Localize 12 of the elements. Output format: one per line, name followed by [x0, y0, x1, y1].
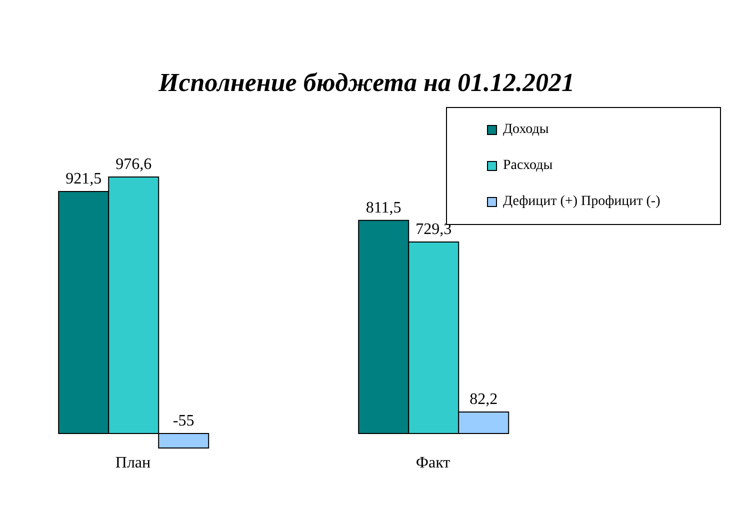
- chart-title: Исполнение бюджета на 01.12.2021: [157, 67, 576, 98]
- data-label: 976,6: [116, 156, 152, 173]
- x-tick-label: План: [115, 454, 152, 472]
- data-label: -55: [172, 412, 194, 430]
- data-label: 921,5: [66, 170, 102, 188]
- legend-label: Дефицит (+) Профицит (-): [503, 194, 660, 210]
- legend-label: Расходы: [503, 158, 553, 174]
- data-label: 729,3: [416, 220, 452, 238]
- legend-label: Доходы: [503, 122, 549, 138]
- x-tick-label: Факт: [416, 454, 450, 472]
- data-label: 82,2: [470, 390, 498, 408]
- data-label: 811,5: [366, 199, 402, 216]
